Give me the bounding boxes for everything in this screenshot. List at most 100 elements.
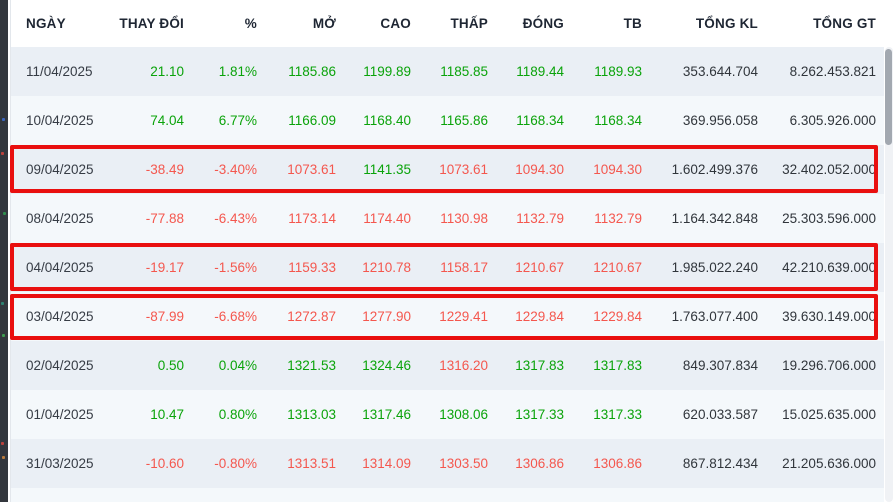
high-cell: 1314.09 — [362, 456, 411, 471]
close-cell: 1229.84 — [515, 309, 564, 324]
avg-cell: 1168.34 — [594, 113, 642, 128]
avg-cell: 1210.67 — [593, 260, 642, 275]
date-cell: 08/04/2025 — [26, 211, 94, 226]
low-cell: 1303.50 — [439, 456, 488, 471]
date-cell: 03/04/2025 — [26, 309, 94, 324]
open-cell: 1272.87 — [287, 309, 336, 324]
total-value-cell: 32.402.052.000 — [782, 162, 876, 177]
open-cell: 1313.51 — [287, 456, 336, 471]
column-header-total-value[interactable]: TỔNG GT — [813, 16, 876, 31]
low-cell: 1308.06 — [439, 407, 488, 422]
total-volume-cell: 867.812.434 — [682, 456, 758, 471]
table-row[interactable]: 31/03/2025 -10.60 -0.80% 1313.51 1314.09 1303… — [11, 439, 884, 488]
table-row[interactable]: 02/04/2025 0.50 0.04% 1321.53 1324.46 1316.20… — [11, 341, 884, 390]
column-header-high[interactable]: CAO — [380, 16, 411, 31]
column-header-open[interactable]: MỞ — [312, 16, 336, 31]
close-cell: 1094.30 — [515, 162, 564, 177]
change-cell: 21.10 — [150, 64, 184, 79]
total-volume-cell: 1.763.077.400 — [671, 309, 758, 324]
total-value-cell: 21.205.636.000 — [782, 456, 876, 471]
close-cell: 1132.79 — [516, 211, 564, 226]
chart-speck — [1, 302, 4, 305]
avg-cell: 1317.83 — [593, 358, 642, 373]
table-header-row: NGÀY THAY ĐỔI% MỞ CAO THẤP ĐÓNG TB TỔNG KL TỔNG … — [11, 0, 884, 47]
total-volume-cell: 849.307.834 — [682, 358, 758, 373]
chart-speck — [3, 212, 6, 215]
open-cell: 1313.03 — [287, 407, 336, 422]
table-row[interactable]: 11/04/2025 21.10 1.81% 1185.86 1199.89 1185.8… — [11, 47, 884, 96]
chart-speck — [2, 118, 5, 121]
scrollbar-track[interactable] — [885, 47, 893, 502]
column-header-change[interactable]: THAY ĐỔI — [119, 16, 184, 31]
high-cell: 1141.35 — [363, 162, 411, 177]
percent-cell: -3.40% — [214, 162, 257, 177]
low-cell: 1185.85 — [440, 64, 488, 79]
total-volume-cell: 1.985.022.240 — [671, 260, 758, 275]
chart-speck — [1, 442, 4, 445]
table-row[interactable]: 03/04/2025 -87.99 -6.68% 1272.87 1277.90 1229… — [10, 292, 884, 341]
total-value-cell: 42.210.639.000 — [782, 260, 876, 275]
total-value-cell: 6.305.926.000 — [789, 113, 876, 128]
percent-cell: -6.43% — [214, 211, 257, 226]
close-cell: 1189.44 — [516, 64, 564, 79]
open-cell: 1159.33 — [288, 260, 336, 275]
scrollbar-thumb[interactable] — [885, 49, 892, 145]
total-volume-cell: 353.644.704 — [682, 64, 758, 79]
close-cell: 1306.86 — [515, 456, 564, 471]
partial-next-row — [11, 488, 884, 502]
column-header-date[interactable]: NGÀY — [26, 16, 66, 31]
date-cell: 11/04/2025 — [26, 64, 93, 79]
low-cell: 1316.20 — [439, 358, 488, 373]
low-cell: 1165.86 — [440, 113, 488, 128]
open-cell: 1185.86 — [288, 64, 336, 79]
change-cell: -19.17 — [145, 260, 184, 275]
high-cell: 1324.46 — [362, 358, 411, 373]
column-header-avg[interactable]: TB — [623, 16, 642, 31]
table-row[interactable]: 04/04/2025 -19.17 -1.56% 1159.33 1210.78 1158… — [10, 243, 884, 292]
high-cell: 1199.89 — [363, 64, 411, 79]
total-volume-cell: 1.164.342.848 — [671, 211, 758, 226]
chart-speck — [2, 456, 5, 459]
change-cell: -38.49 — [145, 162, 184, 177]
scrollbar — [884, 0, 894, 502]
column-header-low[interactable]: THẤP — [450, 16, 488, 31]
background-chart-edge — [0, 0, 8, 502]
change-cell: 74.04 — [150, 113, 184, 128]
percent-cell: -1.56% — [214, 260, 257, 275]
column-header-total-volume[interactable]: TỔNG KL — [695, 16, 758, 31]
change-cell: -77.88 — [145, 211, 184, 226]
date-cell: 01/04/2025 — [26, 407, 94, 422]
date-cell: 02/04/2025 — [26, 358, 94, 373]
low-cell: 1130.98 — [440, 211, 488, 226]
total-value-cell: 39.630.149.000 — [782, 309, 876, 324]
table-row[interactable]: 09/04/2025 -38.49 -3.40% 1073.61 1141.35 1073… — [10, 145, 884, 194]
total-value-cell: 19.296.706.000 — [782, 358, 876, 373]
column-header-percent[interactable]: % — [244, 16, 257, 31]
percent-cell: -0.80% — [214, 456, 257, 471]
percent-cell: 6.77% — [218, 113, 257, 128]
low-cell: 1229.41 — [439, 309, 488, 324]
high-cell: 1277.90 — [362, 309, 411, 324]
change-cell: 0.50 — [157, 358, 184, 373]
total-volume-cell: 369.956.058 — [682, 113, 758, 128]
close-cell: 1168.34 — [516, 113, 564, 128]
close-cell: 1210.67 — [515, 260, 564, 275]
close-cell: 1317.33 — [515, 407, 564, 422]
high-cell: 1317.46 — [362, 407, 411, 422]
total-value-cell: 25.303.596.000 — [782, 211, 876, 226]
avg-cell: 1229.84 — [593, 309, 642, 324]
change-cell: 10.47 — [150, 407, 184, 422]
low-cell: 1073.61 — [439, 162, 488, 177]
high-cell: 1210.78 — [362, 260, 411, 275]
date-cell: 31/03/2025 — [26, 456, 94, 471]
percent-cell: 0.04% — [218, 358, 257, 373]
total-value-cell: 15.025.635.000 — [782, 407, 876, 422]
table-row[interactable]: 01/04/2025 10.47 0.80% 1313.03 1317.46 1308.0… — [11, 390, 884, 439]
open-cell: 1173.14 — [288, 211, 336, 226]
column-header-close[interactable]: ĐÓNG — [522, 16, 564, 31]
avg-cell: 1306.86 — [593, 456, 642, 471]
table-row[interactable]: 10/04/2025 74.04 6.77% 1166.09 1168.40 1165.8… — [11, 96, 884, 145]
percent-cell: 0.80% — [218, 407, 257, 422]
table-row[interactable]: 08/04/2025 -77.88 -6.43% 1173.14 1174.40 1130… — [11, 194, 884, 243]
open-cell: 1321.53 — [287, 358, 336, 373]
